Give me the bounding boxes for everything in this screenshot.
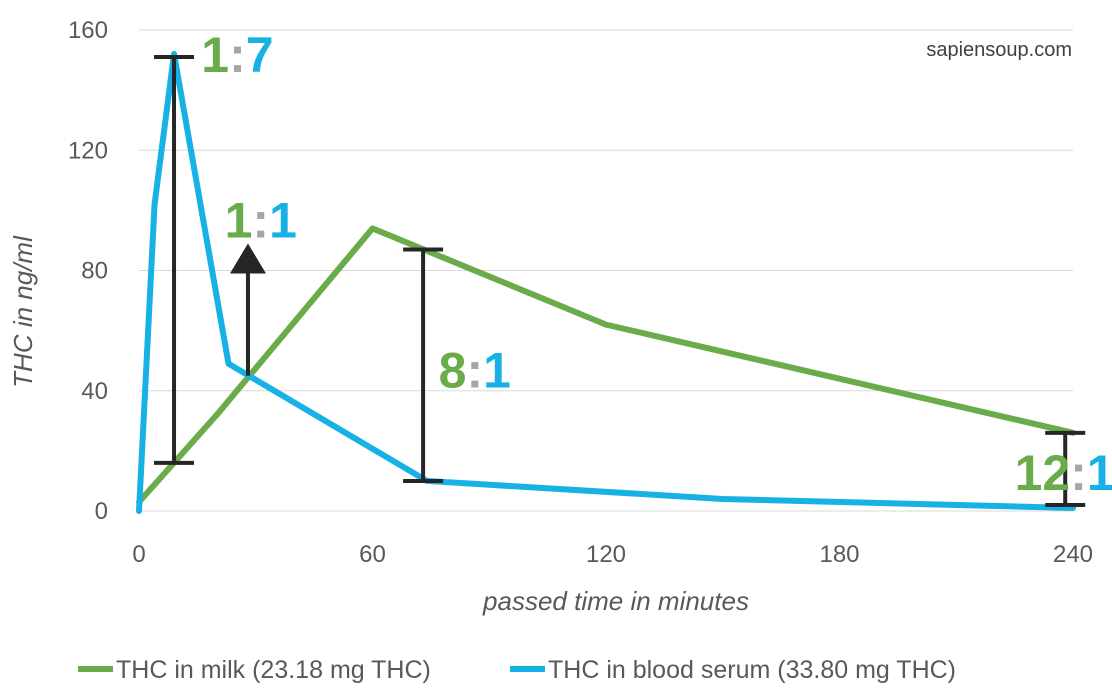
ratio-milk-part: 8 — [439, 343, 467, 399]
ratio-label: 8:1 — [439, 343, 511, 399]
annotations: 1:71:18:112:1 — [154, 27, 1112, 507]
ratio-milk-part: 12 — [1015, 445, 1071, 501]
ratio-separator: : — [1070, 445, 1087, 501]
ratio-label: 12:1 — [1015, 445, 1112, 501]
x-tick-labels: 0 60 120 180 240 — [132, 541, 1093, 568]
ratio-milk-part: 1 — [225, 192, 253, 248]
series-line-milk — [136, 225, 1076, 505]
ratio-label: 1:7 — [201, 27, 273, 83]
ratio-milk-part: 1 — [201, 27, 229, 83]
x-tick-label: 180 — [819, 541, 859, 568]
arrow-head — [229, 243, 266, 274]
ratio-annotation: 1:1 — [225, 192, 297, 376]
series-line-serum — [136, 51, 1076, 514]
ratio-serum-part: 1 — [1087, 445, 1112, 501]
y-tick-label: 120 — [68, 137, 108, 164]
ratio-separator: : — [252, 192, 269, 248]
y-tick-label: 80 — [81, 258, 108, 285]
ratio-serum-part: 1 — [483, 343, 511, 399]
ratio-separator: : — [466, 343, 483, 399]
y-tick-labels: 0 40 80 120 160 — [68, 17, 108, 525]
ratio-serum-part: 1 — [269, 192, 297, 248]
gridlines — [139, 29, 1073, 512]
ratio-annotation: 1:7 — [154, 27, 274, 465]
legend-label-milk: THC in milk (23.18 mg THC) — [116, 656, 431, 684]
y-tick-label: 160 — [68, 17, 108, 44]
legend: THC in milk (23.18 mg THC) THC in blood … — [78, 656, 956, 684]
y-axis-title: THC in ng/ml — [8, 235, 38, 388]
legend-label-serum: THC in blood serum (33.80 mg THC) — [548, 656, 956, 684]
y-tick-label: 40 — [81, 378, 108, 405]
x-tick-label: 60 — [359, 541, 386, 568]
ratio-annotation: 12:1 — [1015, 430, 1112, 507]
x-tick-label: 240 — [1053, 541, 1093, 568]
y-tick-label: 0 — [95, 498, 108, 525]
ratio-annotation: 8:1 — [403, 247, 511, 483]
x-tick-label: 120 — [586, 541, 626, 568]
ratio-label: 1:1 — [225, 192, 297, 248]
ratio-serum-part: 7 — [246, 27, 274, 83]
watermark: sapiensoup.com — [926, 39, 1072, 61]
series-lines — [136, 51, 1076, 514]
x-tick-label: 0 — [132, 541, 145, 568]
ratio-separator: : — [229, 27, 246, 83]
x-axis-title: passed time in minutes — [482, 586, 749, 616]
